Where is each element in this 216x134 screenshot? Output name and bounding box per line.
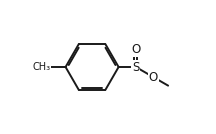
Text: O: O xyxy=(149,71,158,84)
Text: CH₃: CH₃ xyxy=(32,62,50,72)
Text: O: O xyxy=(131,43,140,56)
Text: S: S xyxy=(132,60,140,74)
